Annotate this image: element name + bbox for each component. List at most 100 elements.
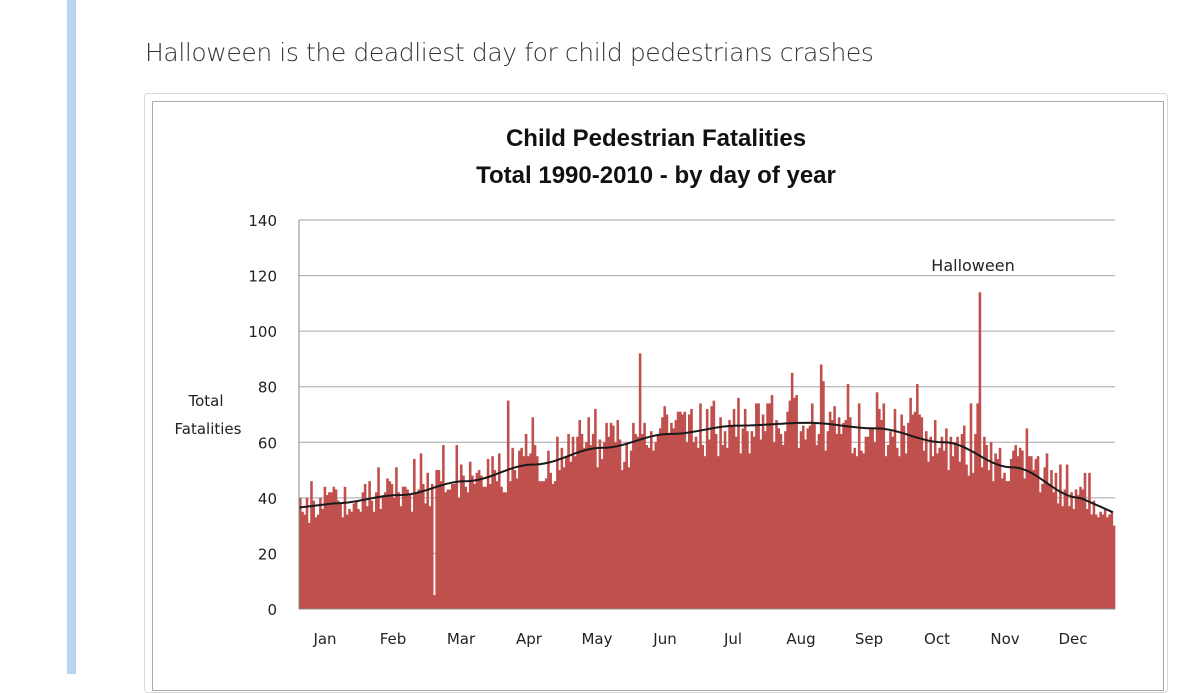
day-bar [299,497,302,609]
day-bar [397,492,400,609]
day-bar [737,397,740,609]
day-bar [591,433,595,609]
day-bar [971,472,975,609]
day-bar [471,475,474,609]
day-bar [674,420,678,609]
day-bar [620,470,624,609]
day-bar [853,447,857,609]
day-bar [1016,456,1020,609]
day-bar [676,411,680,609]
day-bar [1079,486,1082,609]
day-bar [969,403,973,609]
day-bar [694,436,698,609]
day-bar [428,506,432,609]
day-bar [489,483,492,609]
day-bar [701,445,704,609]
day-bar [848,417,852,609]
day-bar [976,403,979,609]
left-accent-bar [67,0,76,674]
day-bar [1097,517,1100,609]
day-bar [898,456,901,609]
day-bar [654,442,658,609]
day-bar [611,425,615,609]
day-bar [690,408,693,609]
day-bar [625,442,628,609]
day-bar [1025,428,1029,609]
day-bar [464,486,468,609]
day-bar [437,470,441,609]
day-bar [723,431,727,609]
day-bar [748,453,751,609]
day-bar [824,450,827,609]
day-bar [632,422,635,609]
day-bar [895,447,899,609]
day-bar [851,453,854,609]
day-bar [1065,464,1069,609]
day-bar [772,442,776,609]
day-bar [513,470,517,609]
day-bar [878,408,881,609]
day-bar [768,403,772,609]
day-bar [696,447,700,609]
day-bar [1003,472,1006,609]
day-bar [759,439,763,609]
day-bar [954,442,957,609]
y-tick-label: 40 [258,490,277,508]
bar-series [299,292,1116,609]
day-bar [540,481,544,609]
day-bar [927,461,930,609]
day-bar [1000,478,1004,609]
day-bar [426,472,430,609]
day-bar [345,514,349,609]
day-bar [907,422,910,609]
day-bar [949,436,953,609]
day-bar [741,428,745,609]
day-bar [705,408,709,609]
post-text: Halloween is the deadliest day for child… [145,38,874,67]
day-bar [614,442,617,609]
day-bar [866,436,870,609]
day-bar [1012,450,1015,609]
y-tick-label: 80 [258,379,277,397]
x-tick-label: Jan [312,630,336,648]
day-bar [962,425,966,609]
day-bar [623,461,626,609]
day-bar [764,431,767,609]
day-bar [947,470,950,609]
day-bar [641,433,644,609]
day-bar [1056,503,1060,609]
day-bar [743,408,747,609]
day-bar [719,417,722,609]
day-bar [886,445,890,609]
day-bar [381,495,385,609]
day-bar [457,497,461,609]
day-bar [864,436,868,609]
day-bar [980,467,984,609]
day-bar [817,433,821,609]
day-bar [421,483,425,609]
day-bar [779,433,783,609]
day-bar [341,517,345,609]
day-bar [795,395,798,609]
day-bar [987,470,991,609]
day-bar [786,411,789,609]
day-bar [920,417,924,609]
day-bar [401,486,405,609]
day-bar [533,445,537,609]
trend-line [298,421,1114,514]
day-bar [679,411,682,609]
day-bar [361,492,365,609]
day-bar [573,456,577,609]
day-bar [871,428,874,609]
y-tick-label: 100 [248,323,277,341]
day-bar [775,420,778,609]
day-bar [475,472,479,609]
day-bar [835,433,839,609]
day-bar [806,428,810,609]
day-bar [958,461,962,609]
day-bar [366,506,369,609]
day-bar [576,436,579,609]
day-bar [578,420,582,609]
day-bar [502,492,506,609]
y-axis-label-line2: Fatalities [175,420,242,438]
